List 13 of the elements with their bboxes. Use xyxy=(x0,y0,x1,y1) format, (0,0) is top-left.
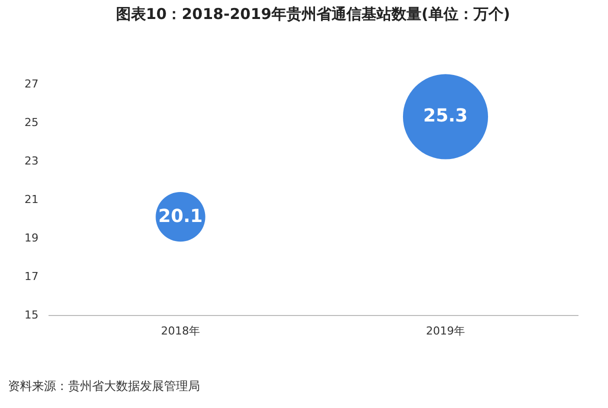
y-tick-label: 17 xyxy=(24,270,38,283)
chart-title: 图表10：2018-2019年贵州省通信基站数量(单位：万个) xyxy=(116,5,510,24)
x-tick-label: 2019年 xyxy=(426,324,465,338)
y-tick-label: 23 xyxy=(24,154,38,168)
text: 资料来源：贵州省大数据发展管理局 xyxy=(8,378,200,395)
y-tick-label: 25 xyxy=(24,116,38,129)
x-tick-label: 2018年 xyxy=(161,324,200,338)
y-tick-label: 27 xyxy=(24,78,38,90)
data-label: 20.1 xyxy=(158,206,203,227)
data-label: 25.3 xyxy=(423,106,468,127)
y-tick-label: 15 xyxy=(24,308,38,322)
y-tick-label: 19 xyxy=(24,232,38,244)
y-tick-label: 21 xyxy=(24,193,38,206)
